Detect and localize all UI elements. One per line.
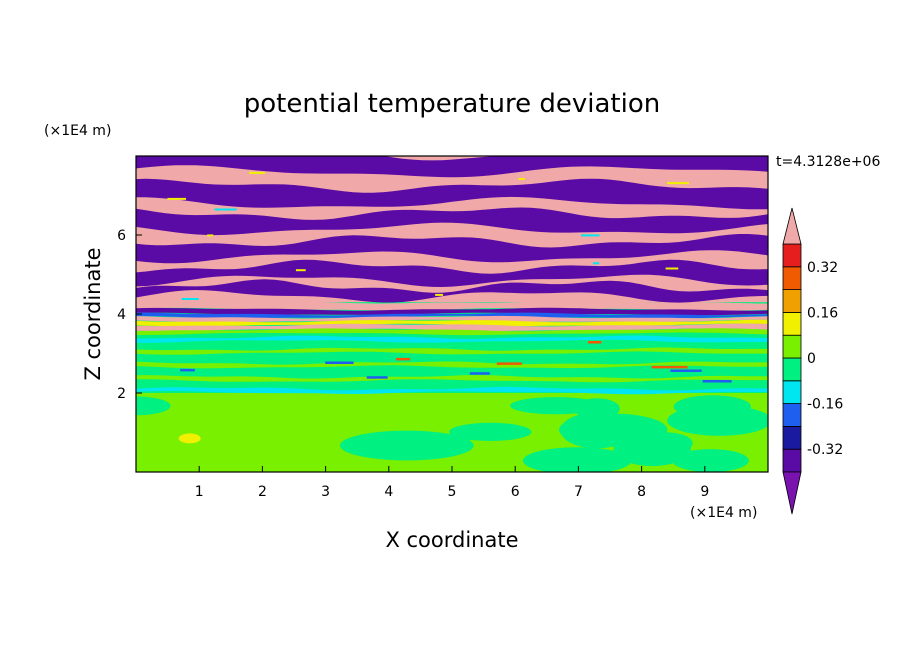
field-streak	[396, 357, 411, 361]
colorbar-swatch	[782, 243, 802, 268]
field-band	[136, 323, 768, 332]
field-stripe	[136, 207, 768, 236]
colorbar-label: -0.32	[807, 442, 843, 458]
y-axis: 2 4 6	[117, 228, 142, 402]
y-tick-label: 6	[117, 228, 126, 244]
field-band	[136, 319, 768, 327]
x-axis: 1 2 3 4 5 6 7 8 9	[195, 466, 709, 500]
field-band	[136, 307, 768, 316]
colorbar-swatch	[782, 334, 802, 359]
field-streak	[167, 197, 186, 200]
field-streak	[670, 369, 702, 372]
field-streak	[518, 178, 525, 180]
x-tick-label: 7	[574, 484, 583, 500]
field-streak	[180, 368, 195, 372]
field-blob	[449, 422, 532, 441]
y-axis-label: Z coordinate	[81, 247, 105, 380]
colorbar-swatch	[782, 380, 802, 404]
colorbar-over-triangle	[782, 207, 802, 245]
colorbar-label: 0.32	[807, 260, 838, 276]
y-tick-label: 4	[117, 307, 126, 323]
colorbar-swatch	[782, 403, 802, 427]
colorbar-label: 0.16	[807, 305, 838, 321]
field-streak	[136, 386, 768, 395]
field-band	[136, 315, 768, 323]
field-blob	[637, 432, 693, 454]
field-streak	[136, 347, 768, 355]
field-blob	[510, 397, 602, 415]
field-streak	[665, 267, 679, 270]
colorbar-swatch	[782, 448, 802, 473]
x-axis-label: X coordinate	[385, 528, 518, 552]
field-streak	[702, 380, 732, 383]
field-stripe	[136, 234, 768, 264]
field-streak	[581, 234, 600, 237]
colorbar-label: 0	[807, 351, 816, 367]
field-streak	[136, 361, 768, 369]
field-blob	[673, 395, 752, 419]
field-streak	[181, 298, 199, 300]
field-streak	[435, 293, 444, 296]
contour-field	[136, 156, 768, 472]
x-tick-label: 8	[637, 484, 646, 500]
field-streak	[593, 262, 600, 265]
chart-title: potential temperature deviation	[244, 89, 660, 119]
field-streak	[496, 362, 522, 365]
field-streak	[325, 361, 354, 364]
field-streak	[136, 375, 768, 383]
x-tick-label: 3	[321, 484, 330, 500]
field-blob	[136, 396, 171, 416]
x-tick-label: 6	[511, 484, 520, 500]
field-streak	[366, 376, 388, 379]
field-stripe	[136, 279, 768, 303]
x-tick-label: 2	[258, 484, 267, 500]
x-tick-label: 1	[195, 484, 204, 500]
field-streak	[214, 208, 237, 211]
field-streak	[651, 365, 688, 369]
field-blob	[339, 430, 474, 461]
colorbar-swatch	[782, 357, 802, 382]
field-band	[136, 300, 768, 311]
colorbar-label: -0.16	[807, 397, 843, 413]
y-unit-label: (×1E4 m)	[44, 123, 111, 139]
x-unit-label: (×1E4 m)	[690, 505, 757, 521]
field-blob	[523, 447, 632, 472]
field-stripe	[136, 178, 768, 210]
field-band	[136, 312, 768, 319]
x-tick-label: 5	[448, 484, 457, 500]
field-stripe	[136, 259, 768, 287]
time-label: t=4.3128e+06	[776, 154, 880, 170]
field-streak	[207, 234, 214, 237]
field-streak	[295, 269, 306, 272]
colorbar: 0.32 0.16 0 -0.16 -0.32	[782, 207, 843, 515]
field-streak	[249, 171, 266, 174]
x-tick-label: 9	[700, 484, 709, 500]
field-streak	[588, 341, 602, 344]
field-blob	[178, 433, 201, 444]
colorbar-swatch	[782, 266, 802, 290]
field-streak	[469, 372, 490, 375]
field-blob	[672, 449, 749, 472]
colorbar-swatch	[782, 289, 802, 313]
colorbar-under-triangle	[782, 471, 802, 515]
colorbar-swatch	[782, 311, 802, 336]
field-streak	[136, 335, 768, 343]
field-streak	[667, 182, 689, 185]
colorbar-swatch	[782, 425, 802, 450]
field-stripe	[136, 156, 768, 178]
x-tick-label: 4	[384, 484, 393, 500]
y-tick-label: 2	[117, 386, 126, 402]
field-band	[136, 328, 768, 336]
